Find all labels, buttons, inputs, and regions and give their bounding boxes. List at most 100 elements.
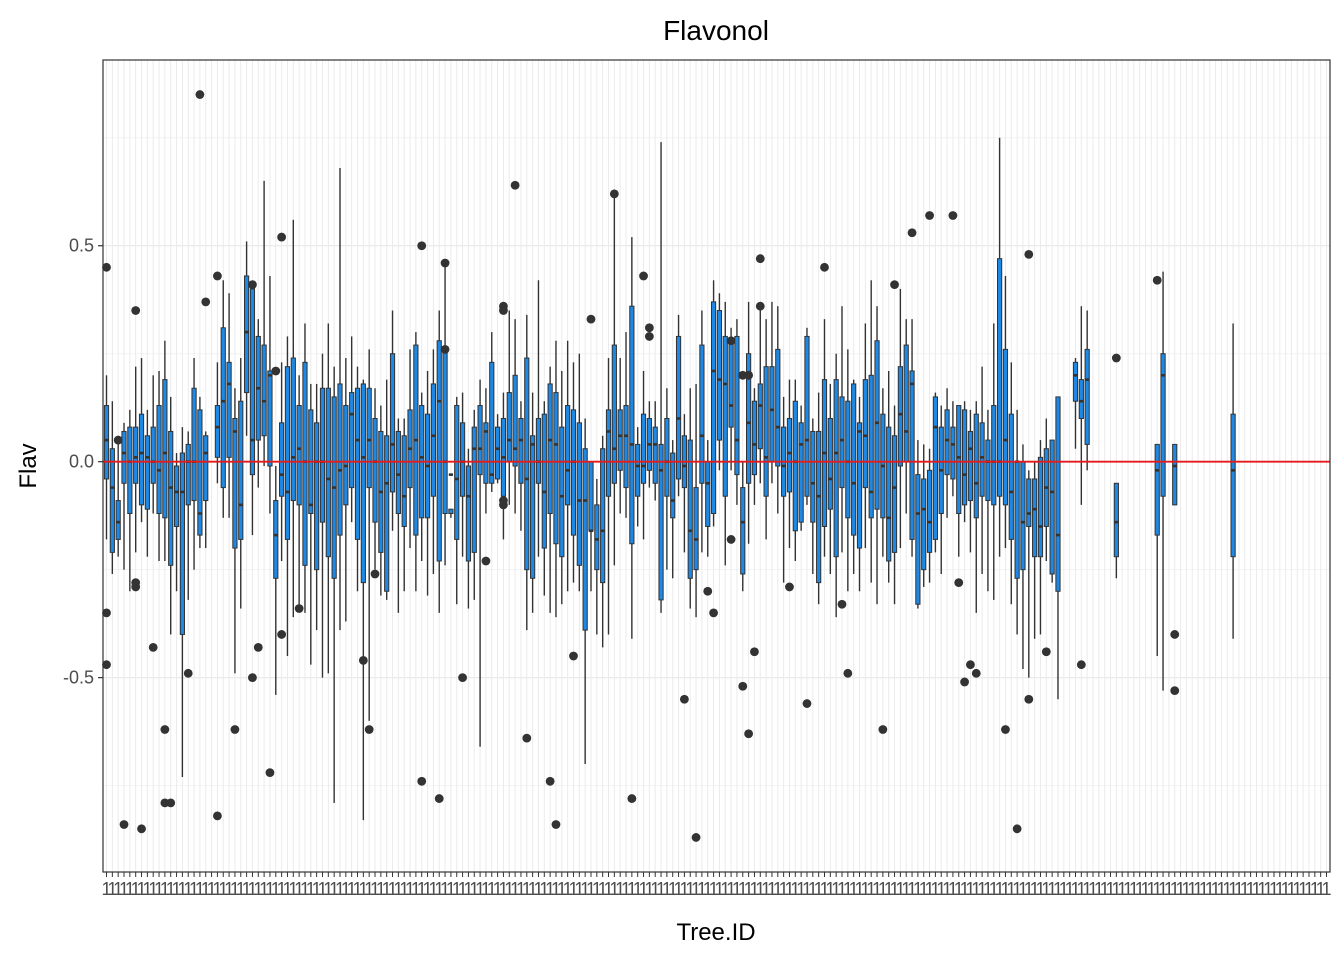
x-tick-label: 1 — [679, 879, 689, 899]
box-50 — [389, 310, 396, 531]
x-tick-label: 1 — [1047, 879, 1057, 899]
x-tick-label: 1 — [1222, 879, 1232, 899]
box-136 — [890, 280, 899, 605]
box-body — [267, 370, 273, 467]
x-tick-label: 1 — [452, 879, 462, 899]
x-tick-label: 1 — [1024, 879, 1034, 899]
x-tick-label: 1 — [347, 879, 357, 899]
box-body — [582, 448, 588, 631]
x-tick-label: 1 — [376, 879, 386, 899]
box-132 — [868, 280, 874, 583]
x-tick-label: 1 — [317, 879, 327, 899]
outlier-point — [551, 820, 561, 829]
x-tick-label: 1 — [837, 879, 847, 899]
box-28 — [261, 180, 267, 466]
box-66 — [481, 388, 491, 566]
box-body — [973, 413, 979, 519]
box-body — [477, 405, 483, 476]
x-tick-label: 1 — [481, 879, 491, 899]
x-tick-label: 1 — [306, 879, 316, 899]
box-body — [436, 340, 442, 562]
outlier-point — [545, 776, 555, 786]
box-body — [961, 409, 968, 506]
box-120 — [798, 405, 804, 531]
box-182 — [1160, 271, 1166, 691]
x-tick-label: 1 — [1135, 879, 1145, 899]
box-body — [354, 387, 361, 540]
outlier-point — [703, 586, 713, 596]
box-body — [442, 348, 448, 515]
x-tick-label: 1 — [936, 879, 946, 899]
box-body — [856, 422, 863, 549]
box-body — [1049, 439, 1055, 575]
box-body — [512, 374, 518, 467]
x-tick-label: 1 — [1193, 879, 1203, 899]
box-body — [617, 409, 623, 471]
box-74 — [530, 392, 536, 613]
x-tick-label: 1 — [1111, 879, 1121, 899]
box-105 — [709, 280, 718, 618]
outlier-point — [569, 651, 578, 661]
x-tick-label: 1 — [300, 879, 310, 899]
outlier-point — [265, 768, 275, 778]
outlier-point — [277, 232, 287, 242]
box-body — [559, 426, 565, 558]
box-body — [675, 335, 682, 480]
box-51 — [395, 418, 401, 613]
outlier-point — [417, 241, 427, 251]
box-92 — [635, 427, 641, 527]
outlier-point — [1024, 249, 1034, 259]
box-body — [915, 474, 921, 605]
box-26 — [248, 280, 257, 683]
box-body — [494, 426, 501, 480]
x-tick-label: 1 — [533, 879, 543, 899]
x-tick-label: 1 — [218, 879, 228, 899]
x-tick-label: 1 — [1065, 879, 1075, 899]
x-tick-label: 1 — [294, 879, 304, 899]
x-tick-label: 1 — [101, 879, 111, 899]
box-150 — [971, 401, 981, 678]
box-4 — [119, 422, 129, 829]
x-tick-label: 1 — [1281, 879, 1291, 899]
box-184 — [1170, 443, 1180, 695]
outlier-point — [954, 578, 964, 588]
x-tick-label: 1 — [796, 879, 806, 899]
box-body — [1037, 456, 1044, 558]
x-tick-label: 1 — [469, 879, 479, 899]
outlier-point — [119, 820, 129, 829]
box-194 — [1230, 323, 1236, 639]
box-body — [932, 396, 939, 540]
box-167 — [1072, 358, 1079, 449]
x-tick-label: 1 — [1158, 879, 1168, 899]
x-tick-label: 1 — [1000, 879, 1010, 899]
box-109 — [734, 319, 740, 505]
box-body — [185, 443, 191, 506]
x-tick-label: 1 — [1018, 879, 1028, 899]
box-129 — [851, 379, 857, 574]
x-tick-label: 1 — [288, 879, 298, 899]
box-body — [926, 469, 933, 553]
box-body — [570, 409, 577, 536]
box-body — [319, 387, 326, 523]
x-tick-label: 1 — [107, 879, 117, 899]
box-108 — [726, 327, 736, 544]
outlier-point — [102, 262, 111, 272]
box-153 — [991, 323, 997, 600]
outlier-point — [691, 833, 701, 842]
box-body — [179, 452, 185, 635]
x-tick-label: 1 — [1298, 879, 1308, 899]
box-body — [909, 370, 915, 540]
x-tick-label: 1 — [983, 879, 993, 899]
box-body — [343, 405, 349, 506]
box-body — [956, 405, 962, 515]
x-tick-label: 1 — [528, 879, 538, 899]
box-68 — [494, 414, 501, 484]
box-40 — [331, 366, 337, 803]
x-tick-label: 1 — [247, 879, 257, 899]
x-tick-label: 1 — [551, 879, 561, 899]
box-body — [541, 413, 547, 549]
x-tick-label: 1 — [1141, 879, 1151, 899]
outlier-point — [102, 660, 111, 670]
x-tick-label: 1 — [271, 879, 281, 899]
x-tick-label: 1 — [131, 879, 141, 899]
